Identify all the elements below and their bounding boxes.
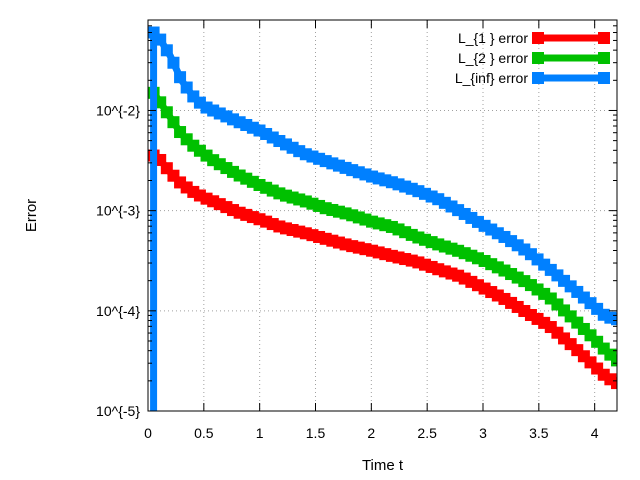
legend-label: L_{2 } error	[458, 50, 528, 66]
legend-label: L_{inf} error	[455, 70, 528, 86]
series-linf-marker	[611, 313, 617, 326]
series-l2	[148, 86, 617, 367]
series-linf-marker	[160, 44, 173, 57]
series-linf-marker	[505, 235, 518, 248]
series-linf-marker	[511, 239, 524, 252]
legend-item-l1: L_{1 } error	[458, 30, 610, 46]
y-tick-label: 10^{-2}	[96, 102, 140, 118]
series-l1	[148, 149, 617, 390]
plot-series	[148, 26, 617, 411]
axis-ticks	[147, 19, 617, 412]
x-tick-label: 3	[479, 425, 487, 441]
x-tick-label: 0.5	[194, 425, 214, 441]
series-l1-marker	[392, 251, 405, 264]
x-tick-label: 0	[144, 425, 152, 441]
legend-label: L_{1 } error	[458, 30, 528, 46]
series-l2-marker	[478, 254, 491, 267]
series-l1-marker	[511, 300, 524, 313]
legend-swatch-marker	[532, 32, 544, 44]
series-l1-marker	[611, 377, 617, 390]
series-l2-marker	[611, 354, 617, 367]
series-linf-marker	[154, 33, 167, 46]
series-linf-marker	[167, 56, 180, 69]
legend-swatch-marker	[532, 72, 544, 84]
x-tick-label: 1.5	[306, 425, 326, 441]
legend: L_{1 } error L_{2 } error L_{inf} error	[455, 30, 610, 86]
series-linf-marker	[524, 248, 537, 261]
legend-swatch-marker	[598, 72, 610, 84]
y-tick-label: 10^{-5}	[96, 403, 140, 419]
x-tick-label: 3.5	[529, 425, 549, 441]
series-l2-marker	[511, 271, 524, 284]
x-tick-label: 2.5	[417, 425, 437, 441]
series-l2-marker	[160, 106, 173, 119]
series-l1-marker	[505, 296, 518, 309]
y-axis-label: Error	[23, 199, 40, 232]
y-tick-label: 10^{-3}	[96, 203, 140, 219]
x-tick-label: 2	[367, 425, 375, 441]
series-l2-marker	[154, 96, 167, 109]
series-l2-marker	[505, 268, 518, 281]
series-linf-marker	[148, 26, 160, 39]
series-l2-marker	[167, 116, 180, 129]
legend-swatch-marker	[598, 52, 610, 64]
x-tick-label: 1	[256, 425, 264, 441]
legend-swatch-marker	[598, 32, 610, 44]
y-tick-labels: 10^{-5} 10^{-4} 10^{-3} 10^{-2}	[96, 102, 140, 419]
legend-item-l2: L_{2 } error	[458, 50, 610, 66]
series-linf	[148, 26, 617, 411]
x-tick-labels: 0 0.5 1 1.5 2 2.5 3 3.5 4	[144, 425, 599, 441]
x-axis-label: Time t	[362, 457, 404, 474]
legend-item-linf: L_{inf} error	[455, 70, 610, 86]
legend-swatch-marker	[532, 52, 544, 64]
series-linf-marker	[174, 71, 187, 84]
x-tick-label: 4	[591, 425, 599, 441]
y-tick-label: 10^{-4}	[96, 303, 140, 319]
